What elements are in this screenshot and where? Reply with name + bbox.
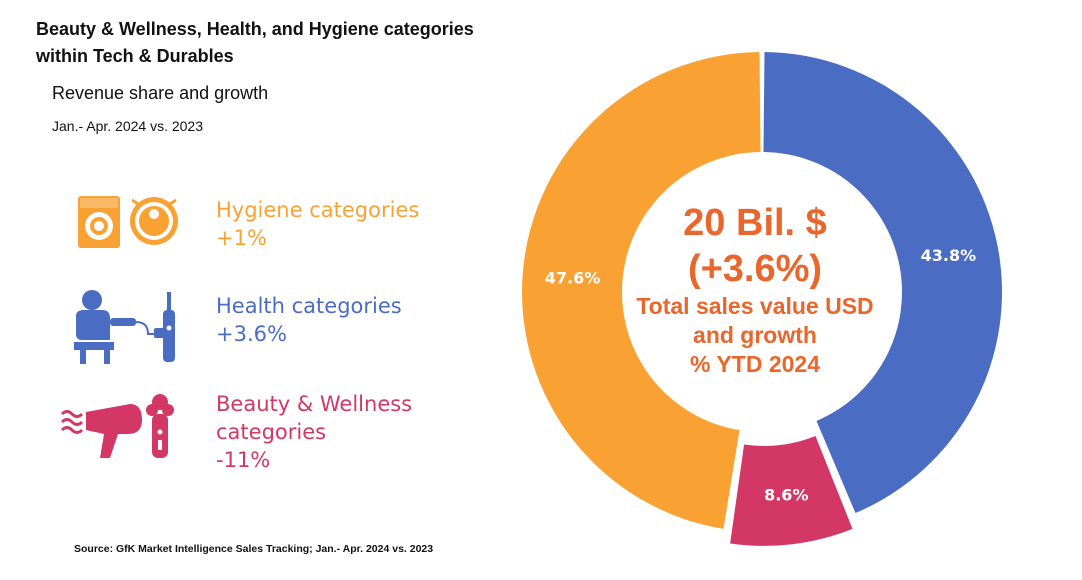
chart-period: Jan.- Apr. 2024 vs. 2023 (52, 118, 203, 134)
center-growth: (+3.6%) (687, 248, 823, 290)
legend-beauty-growth: -11% (216, 448, 271, 472)
legend-health: Health categories +3.6% (216, 292, 402, 348)
legend-hygiene-name: Hygiene categories (216, 198, 420, 222)
hair-dryer-icon (60, 404, 142, 458)
donut-slice-label-2: 47.6% (545, 269, 601, 288)
donut-slice-1 (730, 435, 853, 546)
center-caption-line1: Total sales value USD (636, 293, 874, 319)
legend-health-growth: +3.6% (216, 322, 287, 346)
washing-machine-icon (78, 196, 120, 248)
source-note: Source: GfK Market Intelligence Sales Tr… (74, 543, 434, 555)
legend-beauty-name-line2: categories (216, 420, 327, 444)
center-total-value: 20 Bil. $ (683, 202, 827, 244)
beauty-wellness-icon (60, 394, 174, 458)
donut-slice-label-1: 8.6% (764, 486, 808, 505)
chart-title-line1: Beauty & Wellness, Health, and Hygiene c… (36, 19, 474, 39)
legend-beauty: Beauty & Wellness categories -11% (216, 390, 412, 474)
legend-hygiene-growth: +1% (216, 226, 267, 250)
electric-toothbrush-icon (163, 292, 175, 362)
chart-subtitle: Revenue share and growth (52, 83, 269, 103)
person-blood-pressure-icon (74, 290, 168, 364)
health-icon (74, 290, 175, 364)
electric-shaver-icon (146, 394, 174, 458)
center-caption-line3: % YTD 2024 (690, 351, 820, 377)
donut-slice-label-0: 43.8% (921, 246, 977, 265)
chart-title: Beauty & Wellness, Health, and Hygiene c… (36, 16, 596, 70)
donut-center-text: 20 Bil. $ (+3.6%) Total sales value USD … (600, 200, 910, 379)
legend-hygiene: Hygiene categories +1% (216, 196, 419, 252)
donut-slice-0 (763, 52, 1003, 514)
center-caption-line2: and growth (693, 322, 817, 348)
hygiene-icon (78, 196, 178, 248)
chart-title-line2: within Tech & Durables (36, 46, 234, 66)
legend-beauty-name: Beauty & Wellness (216, 392, 413, 416)
robot-vacuum-icon (130, 197, 178, 245)
legend-health-name: Health categories (216, 294, 402, 318)
donut-slice-2 (521, 52, 761, 529)
